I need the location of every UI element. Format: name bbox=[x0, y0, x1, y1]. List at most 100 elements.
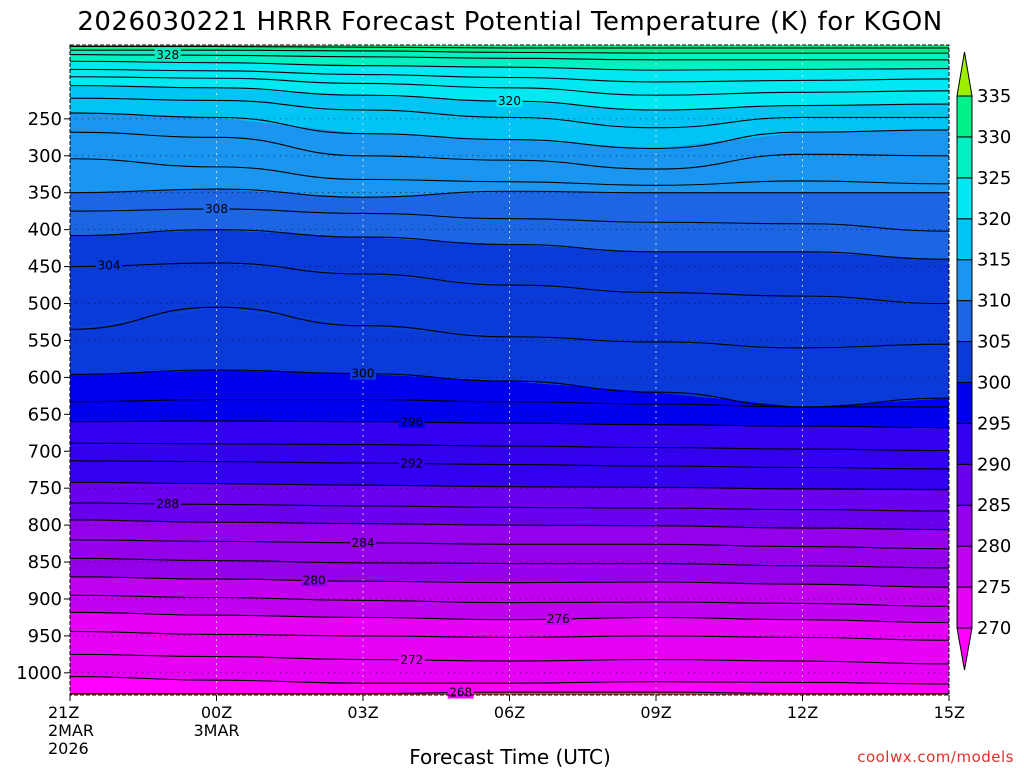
isentrope-316 bbox=[70, 112, 949, 149]
y-tick-label: 1000 bbox=[16, 663, 62, 684]
isentrope-label-bg bbox=[203, 201, 230, 215]
colorbar-label: 270 bbox=[977, 618, 1011, 639]
isentrope-272 bbox=[70, 653, 949, 665]
isentrope-278 bbox=[70, 594, 949, 607]
colorbar-label: 290 bbox=[977, 454, 1011, 475]
credit-text: coolwx.com/models bbox=[857, 748, 1014, 766]
fill-band-290 bbox=[70, 460, 949, 490]
fill-band-310 bbox=[70, 158, 949, 198]
isentrope-302 bbox=[70, 306, 949, 349]
colorbar-top-arrow bbox=[956, 51, 973, 97]
fill-band-274 bbox=[70, 612, 949, 641]
x-tick-label: 12Z bbox=[787, 703, 818, 722]
isentrope-label-268: 268 bbox=[449, 686, 472, 700]
isentrope-label-bg bbox=[154, 48, 181, 62]
isentrope-label-bg bbox=[545, 611, 572, 625]
y-tick-label: 550 bbox=[28, 330, 62, 351]
isentrope-label-288: 288 bbox=[156, 497, 179, 511]
x-tick-label: 15Z bbox=[934, 703, 965, 722]
y-axis: 250 300 350 400 450 500 550 600 650 700 750 800 850 9… bbox=[16, 109, 70, 684]
y-tick-label: 500 bbox=[28, 294, 62, 315]
isentrope-296 bbox=[70, 420, 949, 429]
colorbar-segment bbox=[956, 218, 973, 261]
x-tick-label: 2026 bbox=[48, 739, 89, 758]
colorbar-label: 275 bbox=[977, 577, 1011, 598]
isentrope-label-bg bbox=[496, 94, 523, 108]
x-tick-label: 21Z bbox=[48, 703, 79, 722]
isentrope-332 bbox=[70, 45, 949, 49]
colorbar-segment bbox=[956, 300, 973, 343]
x-tick-label: 00Z bbox=[201, 703, 232, 722]
colorbar-segment bbox=[956, 545, 973, 588]
isentrope-label-bg bbox=[398, 456, 425, 470]
colorbar-label: 305 bbox=[977, 332, 1011, 353]
isentrope-276 bbox=[70, 611, 949, 624]
colorbar-label: 325 bbox=[977, 168, 1011, 189]
isentrope-294 bbox=[70, 442, 949, 452]
colorbar-segment bbox=[956, 586, 973, 629]
y-tick-label: 300 bbox=[28, 146, 62, 167]
isentrope-label-308: 308 bbox=[205, 202, 228, 216]
colorbar-segment bbox=[956, 136, 973, 179]
y-tick-label: 450 bbox=[28, 257, 62, 278]
isentrope-322 bbox=[70, 76, 949, 96]
fill-band-326 bbox=[70, 54, 949, 71]
x-tick-label: 2MAR bbox=[48, 721, 94, 740]
isentrope-268 bbox=[70, 691, 949, 695]
isentrope-312 bbox=[70, 158, 949, 186]
isentrope-label-bg bbox=[301, 573, 328, 587]
x-tick-label: 06Z bbox=[494, 703, 525, 722]
y-tick-label: 600 bbox=[28, 367, 62, 388]
colorbar-segment bbox=[956, 504, 973, 547]
fill-band-306 bbox=[70, 209, 949, 260]
colorbar-segment bbox=[956, 259, 973, 302]
x-axis-title: Forecast Time (UTC) bbox=[409, 745, 611, 768]
fill-band-304 bbox=[70, 229, 949, 304]
colorbar-label: 285 bbox=[977, 495, 1011, 516]
isentrope-288 bbox=[70, 502, 949, 512]
isentrope-274 bbox=[70, 630, 949, 641]
fill-band-302 bbox=[70, 262, 949, 348]
isentrope-290 bbox=[70, 481, 949, 491]
colorbar-label: 315 bbox=[977, 250, 1011, 271]
isentrope-label-276: 276 bbox=[547, 612, 570, 626]
y-tick-label: 900 bbox=[28, 589, 62, 610]
chart-title: 2026030221 HRRR Forecast Potential Tempe… bbox=[77, 7, 942, 37]
y-tick-label: 850 bbox=[28, 552, 62, 573]
isentrope-314 bbox=[70, 131, 949, 170]
fill-band-308 bbox=[70, 189, 949, 232]
y-tick-label: 950 bbox=[28, 626, 62, 647]
isentrope-330 bbox=[70, 49, 949, 54]
isentrope-label-304: 304 bbox=[98, 259, 121, 273]
isentrope-280 bbox=[70, 576, 949, 588]
fill-band-296 bbox=[70, 399, 949, 428]
isentrope-label-bg bbox=[398, 415, 425, 429]
y-tick-label: 700 bbox=[28, 441, 62, 462]
fill-band-276 bbox=[70, 595, 949, 623]
colorbar-segment bbox=[956, 463, 973, 506]
isentrope-label-bg bbox=[154, 496, 181, 510]
colorbar-segment bbox=[956, 422, 973, 465]
fill-band-282 bbox=[70, 539, 949, 568]
y-tick-label: 250 bbox=[28, 109, 62, 130]
isentrope-282 bbox=[70, 557, 949, 569]
isentrope-284 bbox=[70, 539, 949, 550]
isentrope-304 bbox=[70, 262, 949, 305]
isentrope-label-bg bbox=[96, 258, 123, 272]
isentrope-326 bbox=[70, 60, 949, 71]
isentrope-label-328: 328 bbox=[156, 48, 179, 62]
fill-band-272 bbox=[70, 631, 949, 664]
isentrope-label-bg bbox=[398, 653, 425, 667]
y-tick-label: 800 bbox=[28, 515, 62, 536]
isentrope-label-layer: 268 272 276 280 284 288 292 296 300 304 308 320 328 bbox=[96, 48, 572, 700]
colorbar-label: 295 bbox=[977, 413, 1011, 434]
isentrope-292 bbox=[70, 460, 949, 470]
colorbar-label: 310 bbox=[977, 291, 1011, 312]
isentrope-label-284: 284 bbox=[352, 536, 375, 550]
colorbar-segment bbox=[956, 177, 973, 220]
isentrope-label-bg bbox=[350, 535, 376, 549]
colorbar-label: 335 bbox=[977, 86, 1011, 107]
isentrope-306 bbox=[70, 229, 949, 260]
